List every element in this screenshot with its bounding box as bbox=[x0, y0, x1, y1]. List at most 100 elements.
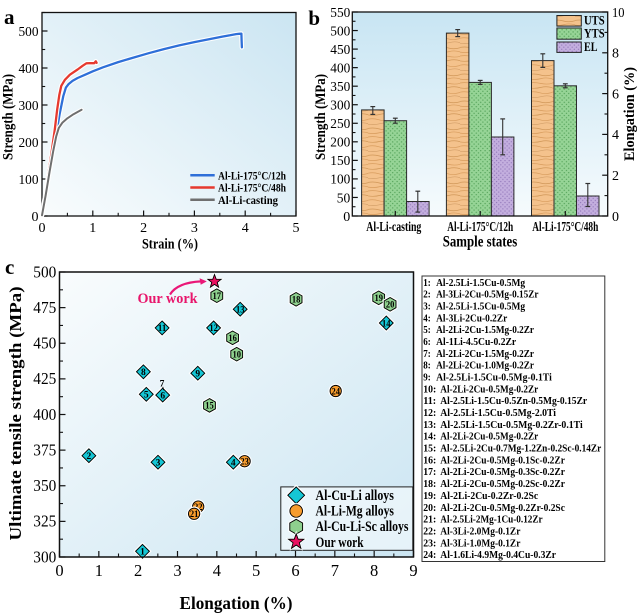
svg-text:Al-2Li-2Cu-0.5Mg-0.3Sc-0.2Zr: Al-2Li-2Cu-0.5Mg-0.3Sc-0.2Zr bbox=[440, 467, 565, 478]
svg-text:Al-2.5Li-1.5Cu-0.5Mg-0.1Ti: Al-2.5Li-1.5Cu-0.5Mg-0.1Ti bbox=[436, 373, 552, 384]
svg-text:Al-3Li-1.0Mg-0.1Zr: Al-3Li-1.0Mg-0.1Zr bbox=[440, 538, 520, 549]
svg-text:Al-2.5Li-1.5Cu-0.5Mg: Al-2.5Li-1.5Cu-0.5Mg bbox=[436, 278, 526, 289]
svg-text:500: 500 bbox=[19, 25, 39, 40]
svg-text:Al-2.5Li-2Mg-1Cu-0.12Zr: Al-2.5Li-2Mg-1Cu-0.12Zr bbox=[440, 515, 543, 526]
svg-text:350: 350 bbox=[33, 476, 56, 495]
svg-text:20: 20 bbox=[386, 301, 395, 311]
svg-text:2: 2 bbox=[87, 452, 92, 462]
svg-text:6: 6 bbox=[291, 561, 299, 580]
svg-text:Al-2Li-2Cu-0.5Mg-0.2Zr: Al-2Li-2Cu-0.5Mg-0.2Zr bbox=[440, 384, 538, 395]
svg-text:19: 19 bbox=[374, 294, 383, 304]
svg-text:14: 14 bbox=[382, 319, 391, 329]
svg-text:15:: 15: bbox=[423, 444, 436, 455]
svg-text:2: 2 bbox=[612, 169, 619, 184]
svg-text:Al-Li-175°C/48h: Al-Li-175°C/48h bbox=[218, 181, 286, 195]
svg-text:Al-2Li-2Cu-1.5Mg-0.2Zr: Al-2Li-2Cu-1.5Mg-0.2Zr bbox=[436, 349, 534, 360]
svg-text:Our work: Our work bbox=[138, 291, 199, 307]
svg-text:11: 11 bbox=[158, 324, 167, 334]
svg-text:Elongation (%): Elongation (%) bbox=[180, 593, 293, 614]
svg-text:a: a bbox=[4, 5, 15, 29]
svg-text:Al-2Li-2Cu-0.5Mg-0.2Zr: Al-2Li-2Cu-0.5Mg-0.2Zr bbox=[440, 432, 538, 443]
svg-text:9: 9 bbox=[195, 370, 200, 380]
svg-text:13:: 13: bbox=[423, 420, 436, 431]
svg-text:350: 350 bbox=[330, 80, 350, 95]
svg-text:Al-2.5Li-1.5Cu-0.5Zn-0.5Mg-0.1: Al-2.5Li-1.5Cu-0.5Zn-0.5Mg-0.15Zr bbox=[440, 396, 587, 407]
svg-text:Strain (%): Strain (%) bbox=[142, 237, 198, 253]
svg-text:19:: 19: bbox=[423, 491, 436, 502]
svg-text:5: 5 bbox=[144, 391, 149, 401]
svg-text:6: 6 bbox=[612, 87, 619, 102]
svg-text:Al-2Li-2Cu-1.0Mg-0.2Zr: Al-2Li-2Cu-1.0Mg-0.2Zr bbox=[436, 361, 534, 372]
svg-text:1: 1 bbox=[95, 561, 103, 580]
svg-text:3: 3 bbox=[173, 561, 181, 580]
svg-text:375: 375 bbox=[33, 440, 56, 459]
svg-text:425: 425 bbox=[33, 369, 56, 388]
svg-text:Al-Cu-Li alloys: Al-Cu-Li alloys bbox=[316, 488, 395, 504]
svg-text:Al-3Li-2.0Mg-0.1Zr: Al-3Li-2.0Mg-0.1Zr bbox=[440, 526, 520, 537]
svg-text:1:: 1: bbox=[423, 278, 431, 289]
svg-text:10:: 10: bbox=[423, 384, 436, 395]
svg-text:250: 250 bbox=[330, 117, 350, 132]
svg-text:2: 2 bbox=[134, 561, 142, 580]
svg-text:Elongation (%): Elongation (%) bbox=[622, 67, 638, 161]
svg-text:475: 475 bbox=[33, 298, 56, 317]
svg-text:20:: 20: bbox=[423, 503, 436, 514]
svg-text:0: 0 bbox=[343, 210, 350, 225]
svg-text:4: 4 bbox=[612, 128, 619, 143]
svg-text:8: 8 bbox=[141, 368, 146, 378]
svg-text:Al-2.5Li-1.5Cu-0.5Mg-2.0Ti: Al-2.5Li-1.5Cu-0.5Mg-2.0Ti bbox=[440, 408, 556, 419]
svg-text:400: 400 bbox=[330, 61, 350, 76]
svg-text:3: 3 bbox=[156, 459, 161, 469]
svg-text:14:: 14: bbox=[423, 432, 436, 443]
svg-text:Al-Li-casting: Al-Li-casting bbox=[366, 219, 421, 234]
svg-text:Sample states: Sample states bbox=[443, 234, 518, 251]
svg-text:50: 50 bbox=[337, 191, 351, 206]
svg-text:200: 200 bbox=[330, 136, 350, 151]
svg-text:400: 400 bbox=[33, 405, 56, 424]
svg-text:3: 3 bbox=[191, 221, 198, 236]
svg-text:500: 500 bbox=[330, 24, 350, 39]
svg-text:150: 150 bbox=[330, 154, 350, 169]
svg-text:Al-2.5Li-1.5Cu-0.5Mg: Al-2.5Li-1.5Cu-0.5Mg bbox=[436, 301, 526, 312]
svg-text:24: 24 bbox=[331, 387, 340, 397]
svg-text:23:: 23: bbox=[423, 538, 436, 549]
svg-text:8:: 8: bbox=[423, 361, 431, 372]
svg-text:17: 17 bbox=[213, 292, 222, 302]
svg-text:UTS: UTS bbox=[584, 14, 605, 28]
svg-text:17:: 17: bbox=[423, 467, 436, 478]
svg-text:21: 21 bbox=[190, 510, 199, 520]
svg-text:Al-2Li-2Cu-0.5Mg-0.2Zr-0.2Sc: Al-2Li-2Cu-0.5Mg-0.2Zr-0.2Sc bbox=[440, 503, 565, 514]
svg-text:Al-1.6Li-4.9Mg-0.4Cu-0.3Zr: Al-1.6Li-4.9Mg-0.4Cu-0.3Zr bbox=[440, 550, 556, 561]
svg-text:12: 12 bbox=[209, 324, 218, 334]
svg-text:450: 450 bbox=[33, 334, 56, 353]
svg-text:300: 300 bbox=[330, 99, 350, 114]
svg-text:4: 4 bbox=[242, 221, 249, 236]
svg-text:b: b bbox=[308, 6, 320, 30]
svg-text:2: 2 bbox=[140, 221, 147, 236]
svg-text:500: 500 bbox=[33, 262, 56, 281]
svg-text:YTS: YTS bbox=[584, 27, 605, 41]
svg-text:6:: 6: bbox=[423, 337, 431, 348]
svg-text:10: 10 bbox=[612, 6, 625, 21]
svg-text:10: 10 bbox=[232, 351, 241, 361]
svg-text:Al-2.5Li-1.5Cu-0.5Mg-0.2Zr-0.1: Al-2.5Li-1.5Cu-0.5Mg-0.2Zr-0.1Ti bbox=[440, 420, 582, 431]
svg-text:6: 6 bbox=[160, 391, 165, 401]
svg-text:EL: EL bbox=[584, 40, 598, 54]
svg-text:300: 300 bbox=[33, 547, 56, 566]
svg-text:8: 8 bbox=[612, 47, 619, 62]
svg-text:7:: 7: bbox=[423, 349, 431, 360]
svg-text:c: c bbox=[5, 255, 14, 279]
svg-text:4: 4 bbox=[231, 459, 236, 469]
svg-text:1: 1 bbox=[140, 548, 145, 558]
svg-text:4: 4 bbox=[213, 561, 221, 580]
svg-text:16:: 16: bbox=[423, 455, 436, 466]
svg-text:18: 18 bbox=[292, 296, 301, 306]
svg-text:Our work: Our work bbox=[316, 535, 364, 551]
svg-text:12:: 12: bbox=[423, 408, 436, 419]
svg-text:16: 16 bbox=[228, 334, 237, 344]
svg-text:2:: 2: bbox=[423, 290, 431, 301]
svg-text:23: 23 bbox=[240, 458, 249, 468]
svg-text:15: 15 bbox=[205, 402, 214, 412]
svg-text:Al-Li-casting: Al-Li-casting bbox=[218, 193, 278, 207]
svg-text:325: 325 bbox=[33, 512, 56, 531]
